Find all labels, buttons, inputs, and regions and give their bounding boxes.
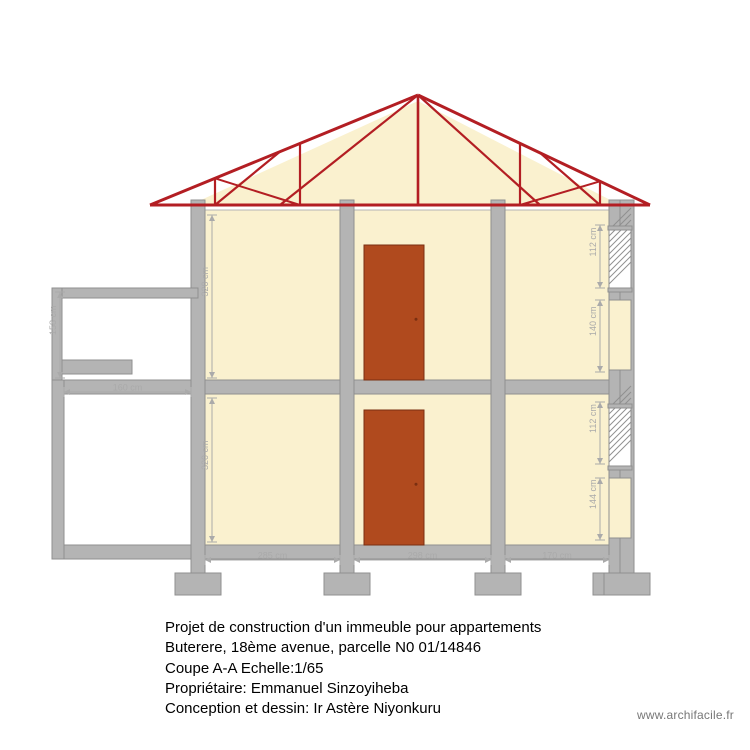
svg-text:140 cm: 140 cm xyxy=(588,306,598,336)
svg-text:112 cm: 112 cm xyxy=(588,404,598,433)
caption-line-2: Buterere, 18ème avenue, parcelle N0 01/1… xyxy=(165,638,541,658)
caption-block: Projet de construction d'un immeuble pou… xyxy=(165,618,541,719)
svg-text:170 cm: 170 cm xyxy=(542,550,572,560)
caption-line-1: Projet de construction d'un immeuble pou… xyxy=(165,618,541,638)
svg-text:160 cm: 160 cm xyxy=(113,382,143,392)
svg-text:112 cm: 112 cm xyxy=(588,228,598,257)
svg-text:298 cm: 298 cm xyxy=(408,550,438,560)
caption-line-3: Coupe A-A Echelle:1/65 xyxy=(165,659,541,679)
caption-line-5: Conception et dessin: Ir Astère Niyonkur… xyxy=(165,699,541,719)
svg-text:158 cm: 158 cm xyxy=(48,305,58,335)
watermark: www.archifacile.fr xyxy=(637,708,734,722)
svg-text:320 cm: 320 cm xyxy=(200,267,210,297)
svg-text:320 cm: 320 cm xyxy=(200,440,210,470)
svg-text:144 cm: 144 cm xyxy=(588,479,598,509)
caption-line-4: Propriétaire: Emmanuel Sinzoyiheba xyxy=(165,679,541,699)
svg-text:285 cm: 285 cm xyxy=(258,550,288,560)
